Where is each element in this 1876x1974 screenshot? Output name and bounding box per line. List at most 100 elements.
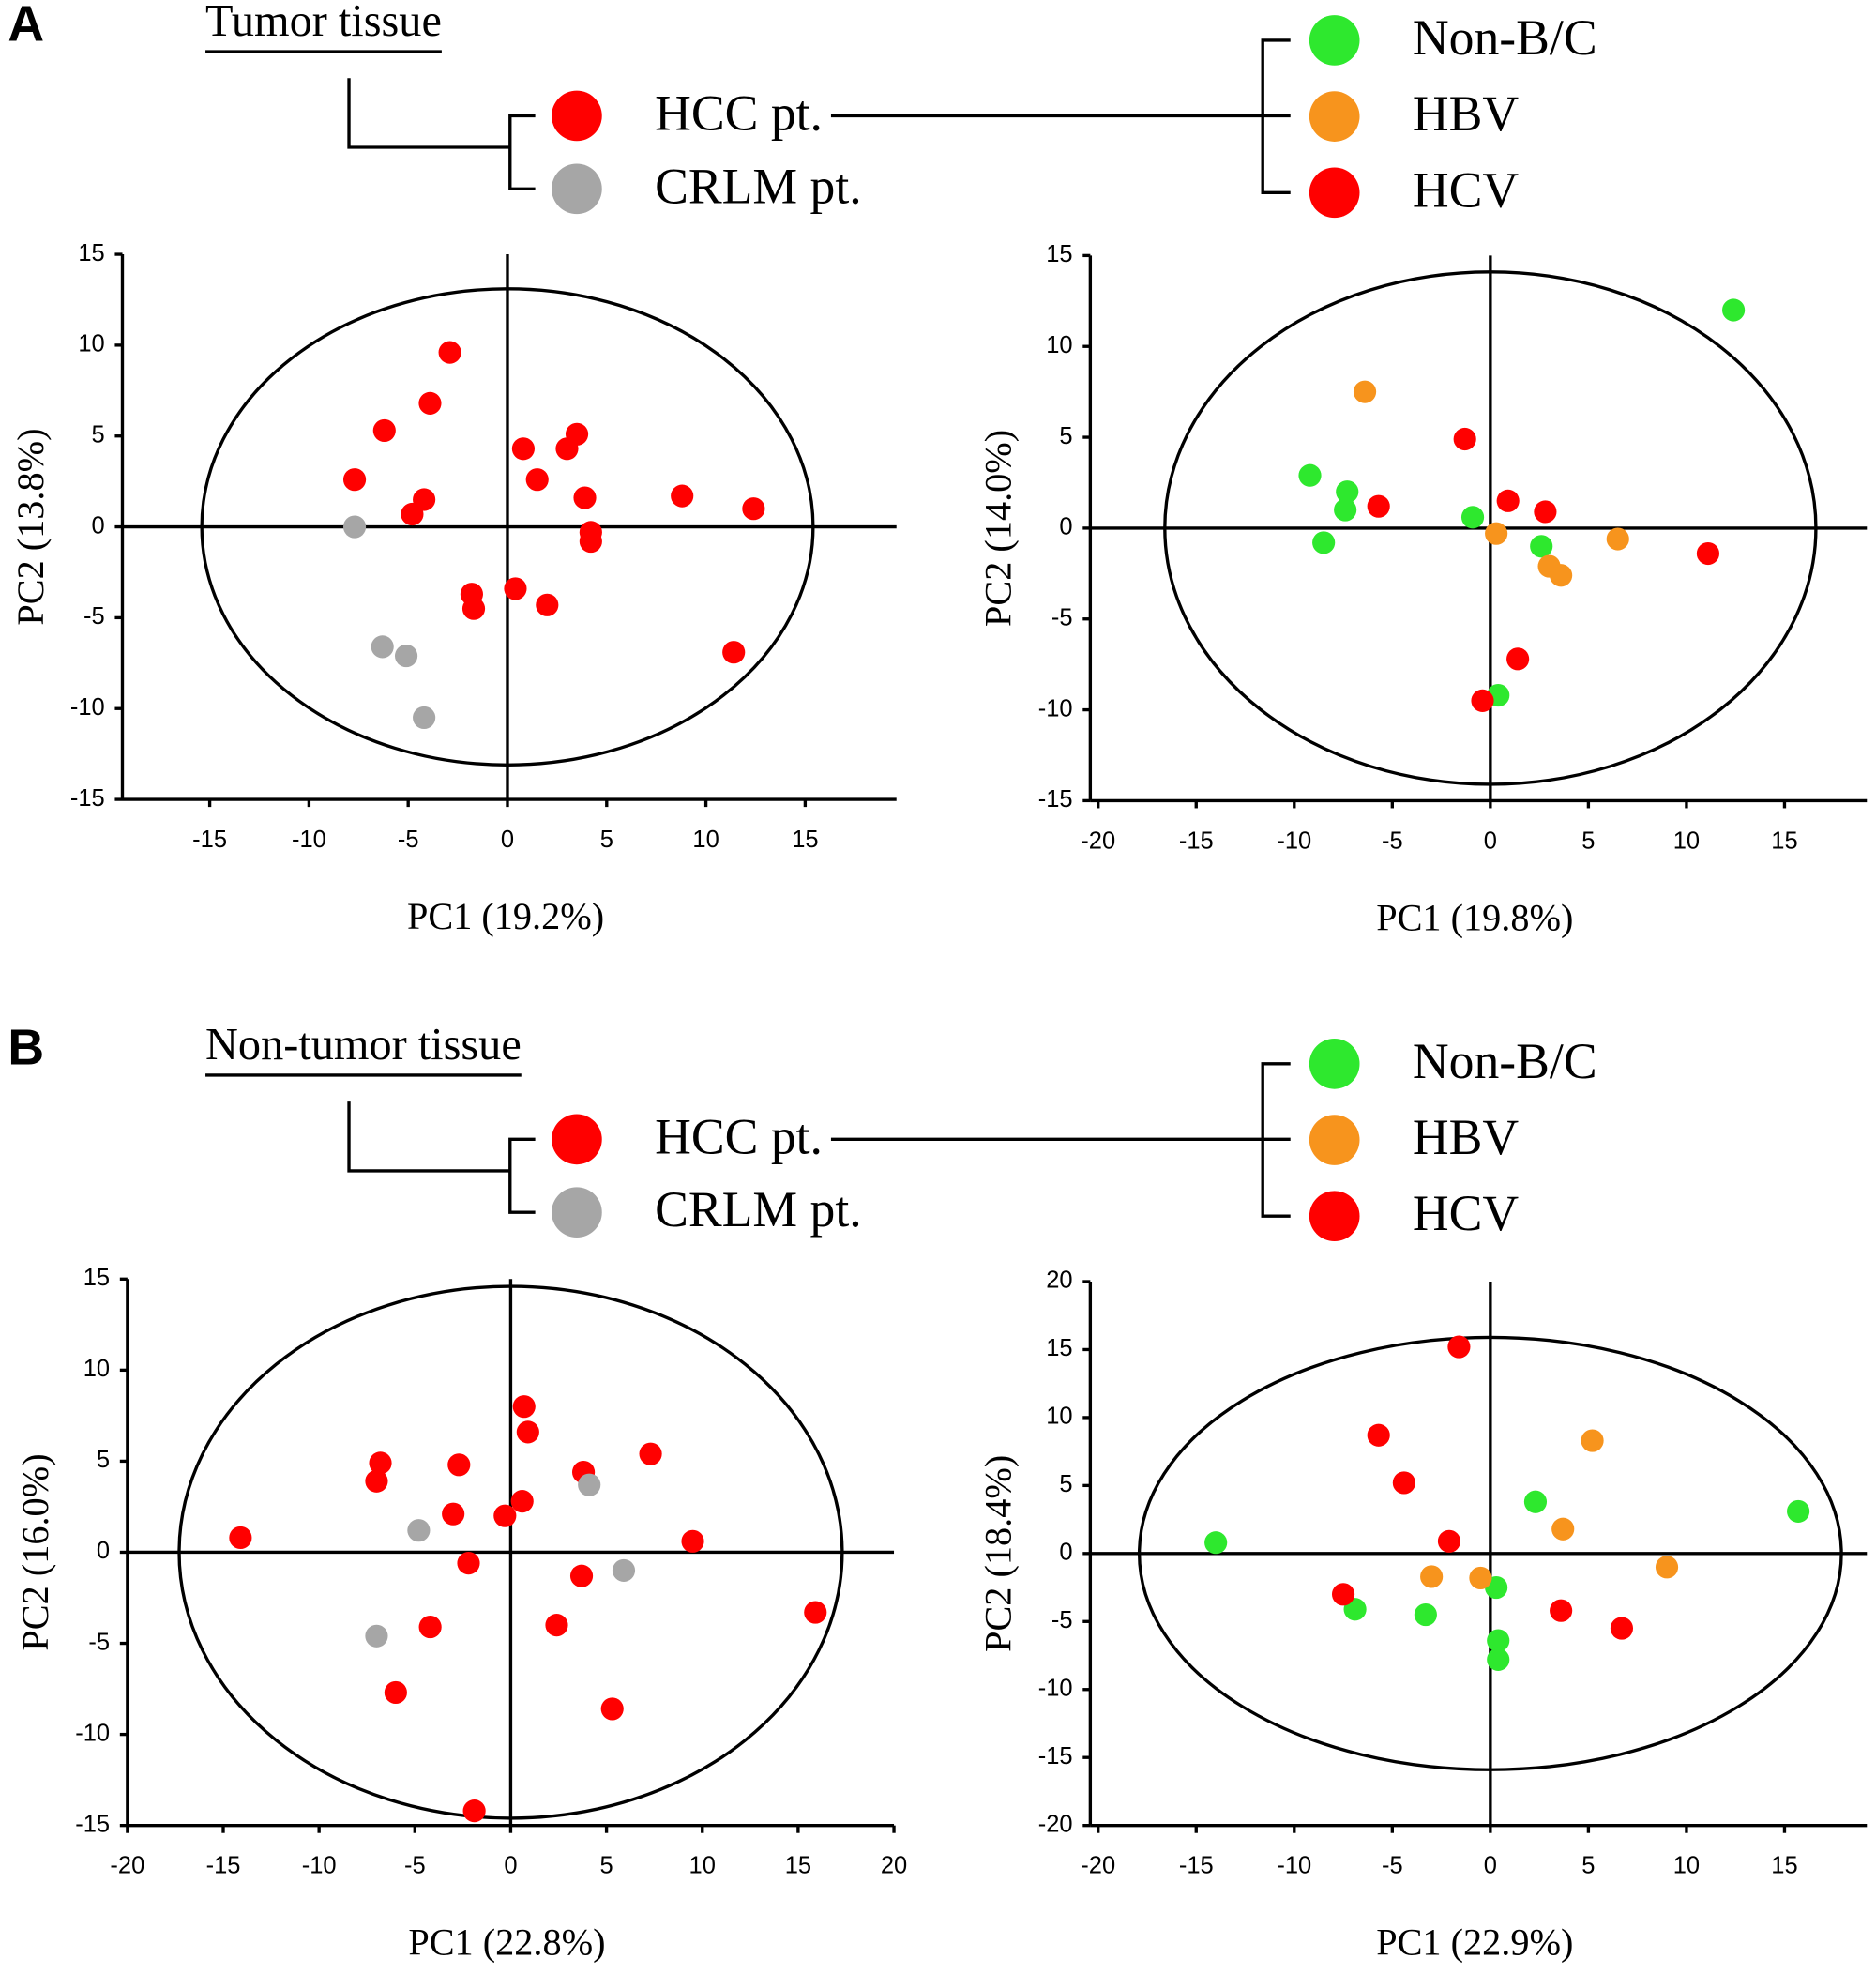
point [1550,1599,1573,1622]
x-tick-label: -15 [192,827,227,853]
legend-label: CRLM pt. [655,1181,862,1238]
x-tick-label: -5 [1382,1853,1403,1879]
y-tick-label: -5 [1051,1607,1073,1633]
legend-marker [1309,15,1360,66]
point [372,418,396,442]
legend-label: HCV [1413,1185,1520,1241]
point [1460,506,1485,529]
point [545,1614,568,1637]
x-tick-label: -20 [1081,828,1115,854]
y-tick-label: 10 [1046,332,1072,358]
panel-label: B [8,1020,44,1076]
y-tick-label: -15 [70,785,105,812]
y-tick-label: 15 [1046,241,1072,267]
point [371,635,394,659]
x-tick-label: -5 [404,1853,426,1879]
point [1312,531,1336,554]
point [565,422,589,446]
point [1353,380,1377,403]
point [1606,527,1629,551]
y-tick-label: 5 [1059,1471,1072,1497]
point [438,341,461,364]
y-tick-label: 10 [83,1356,110,1382]
y-tick-label: -15 [1038,1743,1073,1769]
legend-label: HCV [1413,161,1520,218]
point [418,391,442,415]
point [1696,541,1720,566]
point [671,484,694,508]
y-tick-label: 5 [97,1447,110,1473]
point [722,641,746,664]
bracket [1261,1062,1291,1218]
point [384,1680,407,1705]
point [1523,1490,1548,1513]
point [612,1558,636,1582]
x-tick-label: -5 [1382,828,1403,854]
x-tick-label: 5 [1581,828,1595,854]
point [1420,1565,1444,1588]
point [569,1564,594,1587]
legend-label: Non-B/C [1413,1033,1597,1089]
legend-marker [552,163,602,215]
x-axis-title: PC1 (22.9%) [1376,1921,1573,1964]
point [804,1601,827,1624]
point [1392,1471,1415,1495]
y-tick-label: 5 [92,421,105,448]
x-tick-label: 5 [1581,1853,1595,1879]
x-tick-label: 10 [1673,1853,1700,1879]
point [1414,1602,1437,1627]
point [365,1469,388,1493]
y-tick-label: 5 [1059,423,1072,449]
point [1331,1583,1355,1606]
y-tick-label: -5 [1051,604,1073,630]
point [1551,1517,1575,1541]
point [457,1552,480,1575]
y-tick-label: 15 [1046,1335,1072,1361]
legend-label: Non-B/C [1413,9,1597,66]
point [681,1529,704,1553]
x-tick-label: -5 [398,827,419,853]
point [1336,480,1359,504]
x-tick-label: 5 [600,827,613,853]
x-tick-label: 15 [1771,828,1797,854]
x-axis-title: PC1 (19.8%) [1376,896,1573,938]
bracket [508,114,536,190]
y-axis-title: PC2 (18.4%) [977,1455,1020,1652]
point [413,706,436,729]
y-tick-label: -10 [1038,695,1073,721]
x-axis-title: PC1 (22.8%) [408,1921,605,1964]
legend-marker [552,1114,602,1165]
point [1453,427,1476,451]
point [578,1473,601,1496]
legend-marker [1309,1039,1360,1089]
point [1469,1566,1492,1589]
x-tick-label: 10 [689,1853,716,1879]
y-tick-label: 0 [1059,1540,1072,1566]
confidence-ellipse [177,1284,844,1820]
y-tick-label: -15 [75,1811,110,1837]
y-axis-title: PC2 (13.8%) [9,428,52,625]
x-tick-label: 10 [1673,828,1700,854]
point [1534,500,1557,524]
point [639,1442,662,1465]
point [401,502,424,526]
point [525,468,549,492]
bracket [1261,38,1291,194]
point [493,1504,517,1527]
x-tick-label: -10 [1277,1853,1311,1879]
y-tick-label: -15 [1038,786,1073,812]
point [1487,1629,1510,1652]
point [1334,498,1357,522]
point [418,1615,442,1639]
point [600,1697,624,1721]
x-tick-label: 0 [501,827,514,853]
x-tick-label: -20 [110,1853,144,1879]
legend-label: HCC pt. [655,84,823,141]
point [579,529,602,554]
x-tick-label: 20 [881,1853,907,1879]
point [1530,535,1553,558]
y-tick-label: -10 [70,694,105,721]
point [394,644,418,668]
point [742,497,765,521]
point [1496,489,1520,512]
